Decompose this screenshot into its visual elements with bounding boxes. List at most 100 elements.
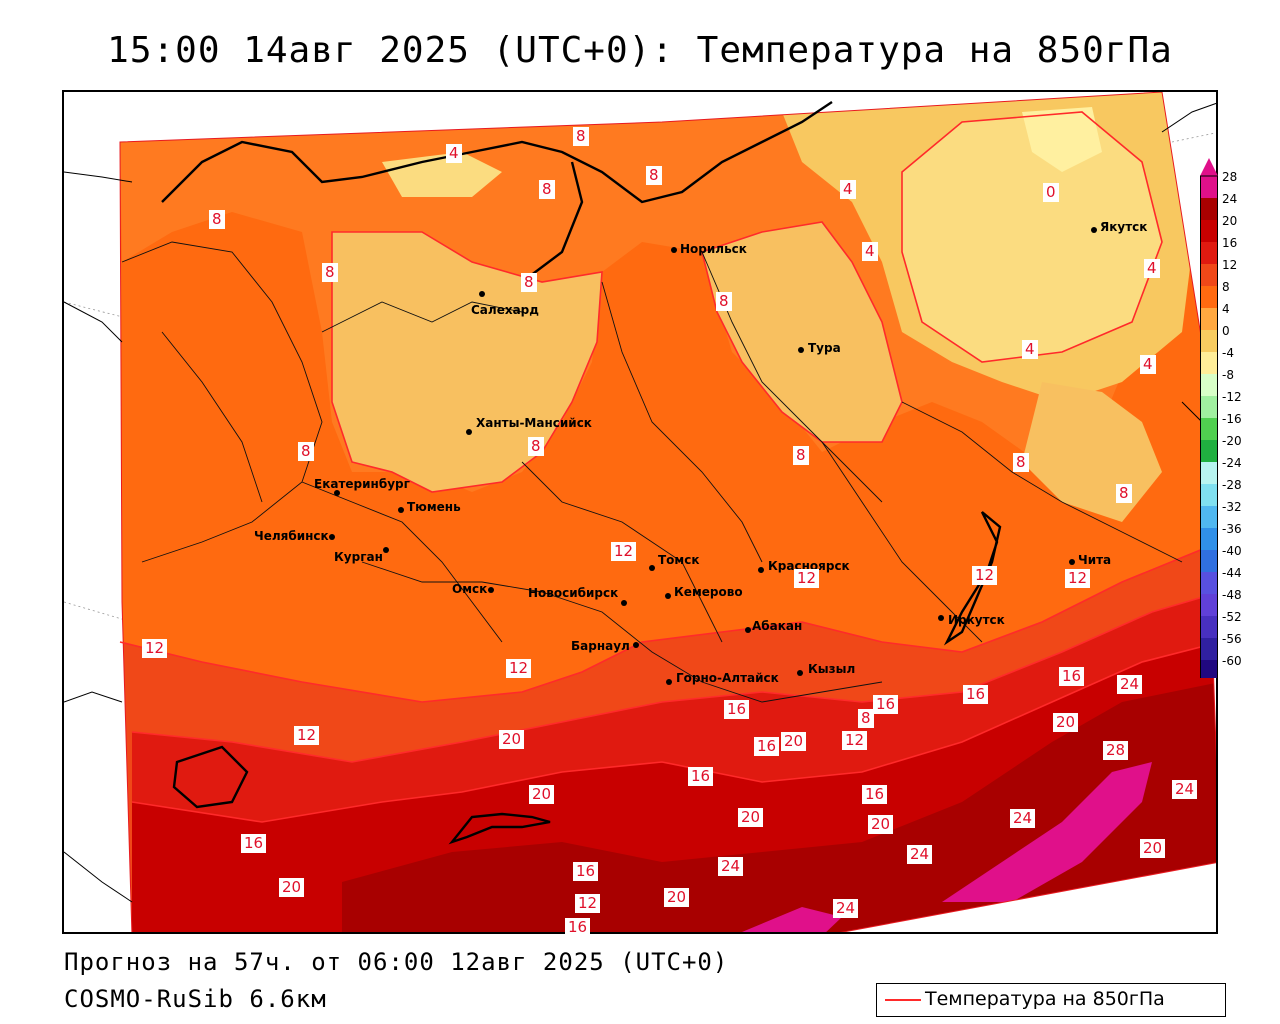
city-dot: [488, 587, 494, 593]
city-label: Кемерово: [674, 585, 743, 599]
city-dot: [798, 347, 804, 353]
city-label: Томск: [658, 553, 700, 567]
city-label: Челябинск: [254, 529, 329, 543]
forecast-info: Прогноз на 57ч. от 06:00 12авг 2025 (UTC…: [64, 948, 729, 976]
isoline-label: 20: [738, 808, 764, 827]
isoline-label: 20: [279, 878, 305, 897]
isoline-label: 20: [499, 730, 525, 749]
temperature-field: [64, 92, 1216, 932]
isoline-label: 8: [716, 292, 732, 311]
city-dot: [334, 490, 340, 496]
colorbar-swatch: [1200, 594, 1218, 616]
isoline-label: 4: [862, 242, 878, 261]
map-area: [62, 90, 1218, 934]
city-label: Омск: [452, 582, 488, 596]
city-dot: [938, 615, 944, 621]
isoline-label: 12: [611, 542, 637, 561]
city-label: Иркутск: [948, 613, 1005, 627]
isoline-label: 8: [1116, 484, 1132, 503]
colorbar-swatch: [1200, 352, 1218, 374]
colorbar-swatch: [1200, 308, 1218, 330]
isoline-label: 20: [664, 888, 690, 907]
colorbar-tick-label: -8: [1222, 368, 1234, 382]
map-title: 15:00 14авг 2025 (UTC+0): Температура на…: [107, 30, 1173, 71]
city-label: Якутск: [1100, 220, 1148, 234]
isoline-label: 24: [907, 845, 933, 864]
isoline-label: 24: [718, 857, 744, 876]
isoline-label: 4: [840, 180, 856, 199]
colorbar-swatch: [1200, 264, 1218, 286]
city-label: Горно-Алтайск: [676, 671, 779, 685]
colorbar-tick-label: -60: [1222, 654, 1242, 668]
colorbar-swatch: [1200, 638, 1218, 660]
isoline-label: 4: [1140, 355, 1156, 374]
colorbar-swatch: [1200, 484, 1218, 506]
colorbar-tick-label: 20: [1222, 214, 1238, 228]
isoline-label: 8: [298, 442, 314, 461]
city-dot: [665, 593, 671, 599]
isoline-label: 12: [842, 731, 868, 750]
colorbar-tick-label: -40: [1222, 544, 1242, 558]
isoline-label: 8: [322, 263, 338, 282]
colorbar-tick-label: -36: [1222, 522, 1242, 536]
city-dot: [398, 507, 404, 513]
isoline-label: 20: [781, 732, 807, 751]
colorbar-tick-label: -52: [1222, 610, 1242, 624]
colorbar-swatch: [1200, 286, 1218, 308]
isoline-label: 12: [575, 894, 601, 913]
isoline-label: 20: [1053, 713, 1079, 732]
city-label: Курган: [334, 550, 383, 564]
city-dot: [479, 291, 485, 297]
isoline-label: 12: [506, 659, 532, 678]
colorbar-tick-label: -48: [1222, 588, 1242, 602]
isoline-label: 24: [833, 899, 859, 918]
colorbar-tick-label: 28: [1222, 170, 1238, 184]
colorbar-tick-label: 12: [1222, 258, 1238, 272]
colorbar-swatch: [1200, 198, 1218, 220]
isoline-label: 20: [868, 815, 894, 834]
isoline-label: 12: [972, 566, 998, 585]
city-dot: [633, 642, 639, 648]
colorbar-swatch: [1200, 528, 1218, 550]
colorbar-outline: [1200, 175, 1218, 678]
isoline-label: 8: [573, 127, 589, 146]
city-label: Кызыл: [808, 662, 856, 676]
colorbar-swatch: [1200, 616, 1218, 638]
isoline-label: 20: [529, 785, 555, 804]
colorbar-tick-label: -44: [1222, 566, 1242, 580]
colorbar-swatches: [1200, 158, 1218, 678]
city-label: Красноярск: [768, 559, 850, 573]
isoline-label: 16: [565, 918, 591, 937]
colorbar-tick-label: -32: [1222, 500, 1242, 514]
isoline-label: 16: [1059, 667, 1085, 686]
city-dot: [383, 547, 389, 553]
city-label: Екатеринбург: [314, 477, 410, 491]
isoline-label: 20: [1140, 839, 1166, 858]
city-dot: [466, 429, 472, 435]
colorbar-tick-label: -56: [1222, 632, 1242, 646]
city-dot: [1091, 227, 1097, 233]
colorbar-top-arrow: [1200, 158, 1218, 176]
isoline-label: 8: [209, 210, 225, 229]
colorbar-swatch: [1200, 462, 1218, 484]
colorbar-swatch: [1200, 572, 1218, 594]
isoline-label: 8: [528, 437, 544, 456]
isoline-label: 8: [646, 166, 662, 185]
isoline-label: 24: [1172, 780, 1198, 799]
city-label: Салехард: [471, 303, 539, 317]
colorbar-tick-label: 24: [1222, 192, 1238, 206]
city-dot: [671, 247, 677, 253]
colorbar-tick-label: 8: [1222, 280, 1230, 294]
city-label: Тура: [808, 341, 841, 355]
city-label: Барнаул: [571, 639, 630, 653]
isoline-label: 12: [142, 639, 168, 658]
colorbar-swatch: [1200, 176, 1218, 198]
isoline-label: 4: [1144, 259, 1160, 278]
isoline-label: 12: [1065, 569, 1091, 588]
isoline-label: 4: [446, 144, 462, 163]
legend-label: Температура на 850гПа: [925, 988, 1165, 1010]
isoline-label: 12: [794, 569, 820, 588]
city-dot: [758, 567, 764, 573]
colorbar-swatch: [1200, 660, 1218, 678]
colorbar-tick-label: -20: [1222, 434, 1242, 448]
